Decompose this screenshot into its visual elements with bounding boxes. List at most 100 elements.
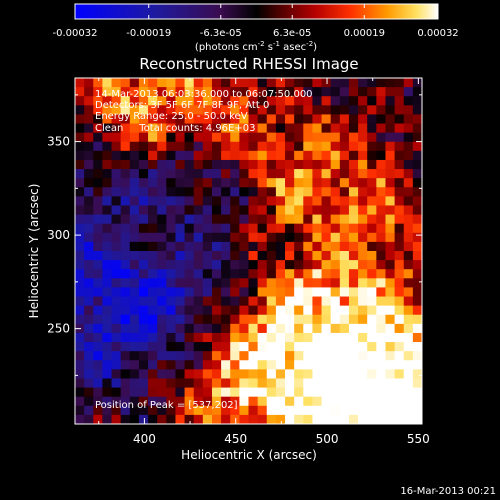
heatmap-cell [248, 187, 259, 197]
heatmap-cell [321, 360, 332, 370]
heatmap-cell [84, 251, 94, 261]
heatmap-cell [120, 378, 131, 389]
heatmap-cell [312, 323, 323, 334]
heatmap-cell [111, 260, 122, 270]
heatmap-cell [367, 196, 377, 207]
heatmap-cell [394, 78, 405, 88]
heatmap-cell [175, 196, 186, 207]
heatmap-cell [376, 223, 387, 234]
heatmap-cell [111, 196, 122, 207]
heatmap-cell [303, 378, 314, 389]
heatmap-cell [385, 287, 396, 298]
heatmap-cell [294, 159, 304, 170]
heatmap-cell [239, 150, 250, 161]
heatmap-cell [184, 78, 195, 88]
heatmap-cell [266, 123, 277, 134]
heatmap-cell [175, 332, 186, 343]
heatmap-cell [330, 369, 341, 380]
heatmap-cell [221, 132, 231, 143]
heatmap-cell [157, 342, 167, 352]
heatmap-cell [376, 351, 387, 361]
heatmap-cell [211, 360, 222, 370]
heatmap-cell [230, 323, 240, 334]
heatmap-cell [184, 323, 195, 334]
heatmap-cell [93, 96, 103, 106]
heatmap-cell [184, 123, 195, 134]
heatmap-cell [403, 214, 414, 225]
heatmap-cell [84, 378, 94, 389]
heatmap-cell [285, 342, 295, 352]
heatmap-cell [230, 223, 240, 234]
heatmap-cell [138, 305, 149, 316]
heatmap-cell [93, 342, 103, 352]
heatmap-cell [376, 205, 387, 216]
heatmap-cell [266, 414, 277, 424]
heatmap-cell [102, 296, 113, 307]
heatmap-cell [157, 214, 167, 225]
heatmap-cell [394, 360, 405, 370]
heatmap-cell [221, 251, 231, 261]
heatmap-cell [175, 141, 186, 152]
heatmap-cell [275, 378, 286, 389]
heatmap-cell [221, 305, 231, 316]
heatmap-cell [120, 278, 131, 289]
heatmap-cell [367, 278, 377, 289]
heatmap-cell [221, 405, 231, 416]
heatmap-cell [111, 332, 122, 343]
heatmap-cell [166, 414, 177, 424]
heatmap-cell [394, 405, 405, 416]
heatmap-cell [148, 187, 158, 197]
heatmap-cell [157, 159, 167, 170]
heatmap-cell [111, 278, 122, 289]
heatmap-cell [358, 114, 368, 125]
heatmap-cell [129, 178, 140, 188]
heatmap-cell [358, 241, 368, 252]
heatmap-cell [412, 159, 422, 170]
heatmap-cell [202, 169, 213, 179]
heatmap-cell [257, 123, 268, 134]
heatmap-cell [266, 150, 277, 161]
heatmap-cell [348, 305, 359, 316]
heatmap-cell [385, 360, 396, 370]
heatmap-cell [285, 260, 295, 270]
heatmap-cell [239, 141, 250, 152]
heatmap-cell [358, 187, 368, 197]
heatmap-cell [321, 223, 332, 234]
annotation-time-range: 14-Mar-2013 06:03:36.000 to 06:07:50.000 [95, 89, 313, 100]
heatmap-cell [348, 351, 359, 361]
heatmap-cell [120, 232, 131, 243]
heatmap-cell [111, 223, 122, 234]
heatmap-cell [202, 387, 213, 398]
heatmap-cell [120, 405, 131, 416]
heatmap-cell [321, 178, 332, 188]
heatmap-cell [321, 332, 332, 343]
heatmap-cell [367, 159, 377, 170]
heatmap-cell [157, 196, 167, 207]
heatmap-cell [394, 396, 405, 407]
heatmap-cell [120, 351, 131, 361]
heatmap-cell [102, 405, 113, 416]
heatmap-cell [75, 214, 85, 225]
heatmap-cell [157, 323, 167, 334]
heatmap-cell [376, 260, 387, 270]
heatmap-cell [321, 396, 332, 407]
heatmap-cell [285, 378, 295, 389]
heatmap-cell [239, 396, 250, 407]
heatmap-cell [330, 141, 341, 152]
heatmap-cell [403, 351, 414, 361]
heatmap-cell [202, 96, 213, 106]
heatmap-cell [111, 169, 122, 179]
heatmap-cell [376, 387, 387, 398]
heatmap-cell [321, 141, 332, 152]
heatmap-cell [248, 114, 259, 125]
heatmap-cell [321, 78, 332, 88]
heatmap-cell [257, 405, 268, 416]
heatmap-cell [294, 105, 304, 116]
heatmap-cell [239, 369, 250, 380]
heatmap-cell [138, 114, 149, 125]
heatmap-cell [257, 260, 268, 270]
heatmap-cell [358, 178, 368, 188]
heatmap-cell [93, 205, 103, 216]
heatmap-cell [275, 351, 286, 361]
heatmap-cell [120, 332, 131, 343]
